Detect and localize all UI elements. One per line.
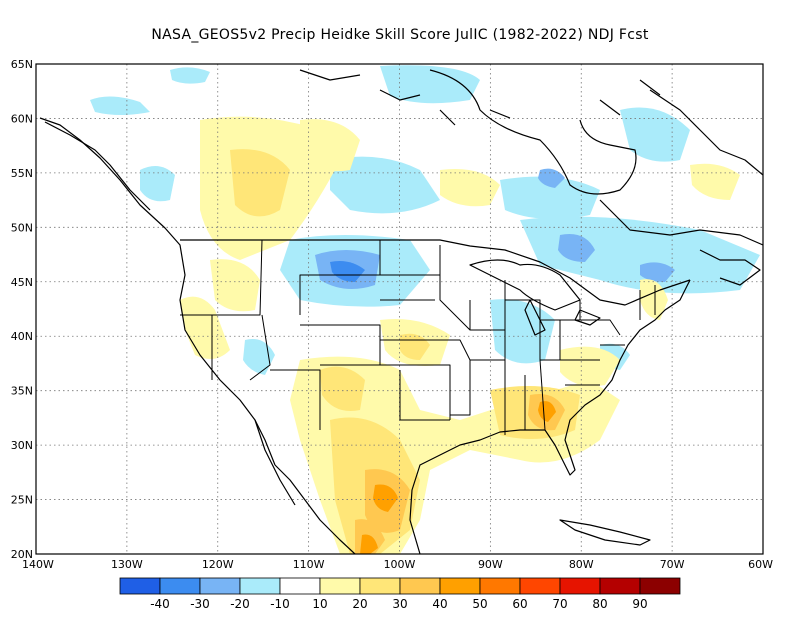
longitude-tick-labels: 140W 130W 120W 110W 100W 90W 80W 70W 60W [22,558,773,571]
colorbar-label: 60 [512,597,527,611]
colorbar-label: 90 [632,597,647,611]
colorbar-label: 40 [432,597,447,611]
colorbar-swatch [480,578,520,594]
lat-tick-label: 35N [11,385,33,398]
colorbar-swatch [240,578,280,594]
lon-tick-label: 130W [111,558,143,571]
colorbar [120,578,680,594]
colorbar-label: -40 [150,597,170,611]
shade-canada-east1 [620,108,690,162]
skill-score-shading [90,65,760,554]
lat-tick-label: 60N [11,112,33,125]
shade-canada-north2 [170,67,210,83]
colorbar-swatch [520,578,560,594]
shade-westcoast [180,297,230,359]
lon-tick-label: 80W [569,558,594,571]
lon-tick-label: 140W [22,558,54,571]
colorbar-swatch [120,578,160,594]
colorbar-label: 20 [352,597,367,611]
arctic-islands [300,70,660,125]
colorbar-swatch [400,578,440,594]
coastline-bc-islands [45,122,150,210]
shade-coast-bc [140,166,175,201]
colorbar-swatch [280,578,320,594]
colorbar-label: 10 [312,597,327,611]
shade-manitoba [440,169,500,206]
lat-tick-label: 55N [11,167,33,180]
lat-tick-label: 50N [11,221,33,234]
colorbar-swatch [320,578,360,594]
shade-canada-north [90,96,150,115]
colorbar-swatch [160,578,200,594]
colorbar-swatch [560,578,600,594]
lat-tick-label: 25N [11,494,33,507]
colorbar-label: -10 [270,597,290,611]
lat-tick-label: 65N [11,58,33,71]
colorbar-label: 50 [472,597,487,611]
colorbar-label: 80 [592,597,607,611]
colorbar-label: -30 [190,597,210,611]
lon-tick-label: 120W [202,558,234,571]
colorbar-label: 70 [552,597,567,611]
lon-tick-label: 60W [748,558,773,571]
lon-tick-label: 110W [293,558,325,571]
colorbar-label: -20 [230,597,250,611]
lon-tick-label: 100W [384,558,416,571]
colorbar-label: 30 [392,597,407,611]
colorbar-swatch [360,578,400,594]
cuba [560,520,650,545]
colorbar-swatch [600,578,640,594]
lon-tick-label: 90W [478,558,503,571]
lat-tick-label: 30N [11,439,33,452]
shade-midwest [490,299,555,363]
shade-eastcanada [690,164,740,200]
colorbar-swatch [440,578,480,594]
colorbar-swatch [640,578,680,594]
lat-tick-label: 45N [11,276,33,289]
colorbar-labels: -40 -30 -20 -10 10 20 30 40 50 60 70 80 90 [150,597,647,611]
lon-tick-label: 70W [660,558,685,571]
lat-tick-label: 40N [11,330,33,343]
colorbar-swatch [200,578,240,594]
